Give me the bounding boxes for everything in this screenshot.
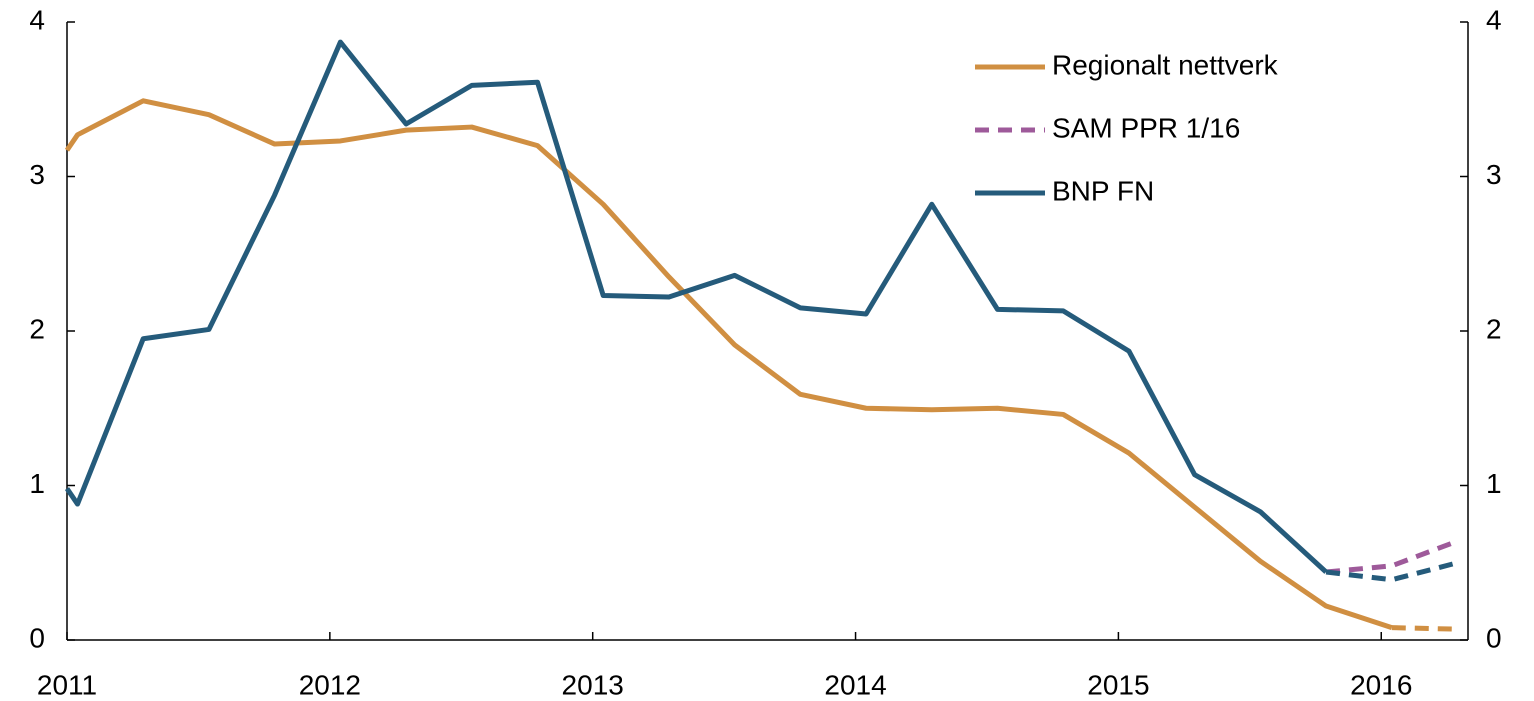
y2-tick-label: 1 <box>1486 468 1502 499</box>
series-line-dashed <box>1391 625 1458 632</box>
x-tick-label: 2013 <box>562 669 624 700</box>
y2-tick-label: 4 <box>1486 4 1502 35</box>
y2-tick-label: 2 <box>1486 313 1502 344</box>
x-tick-label: 2015 <box>1087 669 1149 700</box>
series-line <box>64 39 1328 574</box>
y-tick-label: 0 <box>29 622 45 653</box>
x-tick-label: 2014 <box>824 669 886 700</box>
series-line-dashed <box>1325 538 1459 575</box>
legend-label: SAM PPR 1/16 <box>1052 112 1240 143</box>
legend-label: BNP FN <box>1052 175 1154 206</box>
y-tick-label: 3 <box>29 159 45 190</box>
x-tick-label: 2011 <box>37 669 97 700</box>
series-line <box>64 98 1393 631</box>
y-tick-label: 4 <box>29 4 45 35</box>
y-tick-label: 1 <box>29 468 45 499</box>
y2-tick-label: 3 <box>1486 159 1502 190</box>
series-line-dashed <box>1325 560 1459 583</box>
y2-tick-label: 0 <box>1486 622 1502 653</box>
x-tick-label: 2012 <box>299 669 361 700</box>
y-tick-label: 2 <box>29 313 45 344</box>
legend-label: Regionalt nettverk <box>1052 49 1279 80</box>
x-tick-label: 2016 <box>1350 669 1412 700</box>
